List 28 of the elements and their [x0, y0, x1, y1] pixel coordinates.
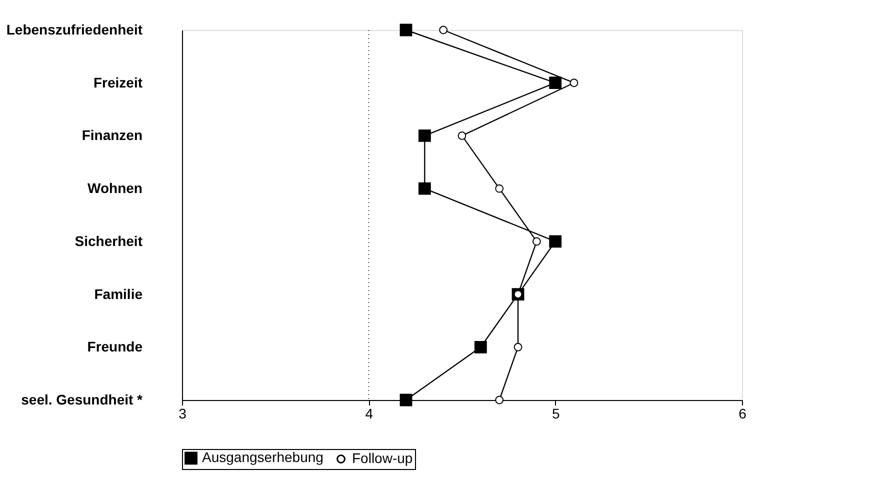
point [570, 78, 578, 88]
point [549, 76, 562, 90]
point [439, 26, 448, 34]
y-tick-label: Familie [94, 286, 143, 302]
x-tick-label: 4 [365, 406, 374, 422]
y-tick-label: Finanzen [82, 127, 142, 144]
point [532, 237, 541, 246]
x-tick-label: 6 [738, 406, 747, 422]
point [474, 340, 487, 354]
legend-label: Follow-up [352, 450, 413, 466]
x-tick-label: 5 [552, 406, 560, 422]
point [418, 130, 431, 142]
y-tick-label: seel. Gesundheit * [21, 392, 144, 408]
y-tick-label: Sicherheit [74, 232, 143, 249]
point [400, 24, 412, 36]
y-tick-label: Wohnen [88, 180, 142, 196]
point [549, 235, 562, 248]
point [418, 182, 431, 195]
point [514, 342, 522, 352]
y-tick-label: Lebenszufriedenheit [6, 22, 143, 38]
x-tick-label: 3 [178, 406, 187, 422]
point [400, 394, 412, 406]
point [495, 184, 504, 193]
legend-label: Ausgangserhebung [202, 449, 324, 466]
point [458, 132, 466, 140]
point [495, 396, 504, 404]
y-tick-label: Freizeit [93, 74, 143, 90]
y-tick-label: Freunde [87, 338, 143, 355]
